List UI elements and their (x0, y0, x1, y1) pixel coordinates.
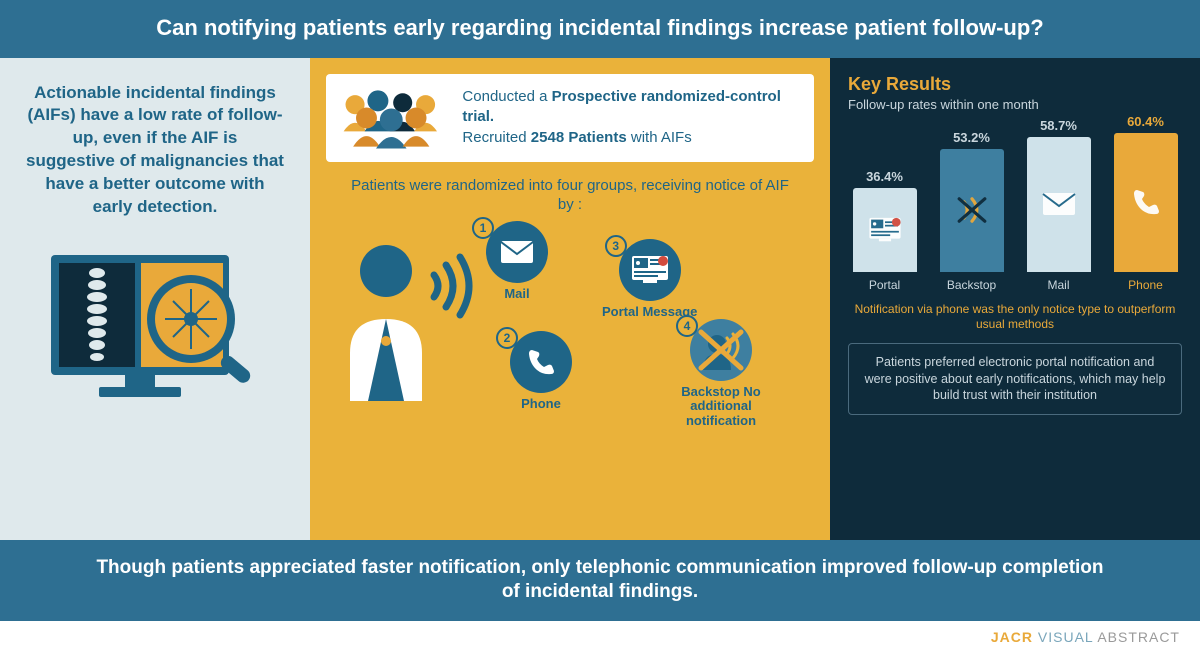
group-4-number: 4 (676, 315, 698, 337)
trial-l2-post: with AIFs (627, 129, 692, 146)
trial-box: Conducted a Prospective randomized-contr… (326, 74, 814, 162)
bar-backstop: 53.2% Backstop (935, 130, 1008, 292)
group-1-label: Mail (486, 287, 548, 302)
infographic-page: Can notifying patients early regarding i… (0, 0, 1200, 645)
xray-monitor-icon (45, 249, 265, 419)
monitor-illustration (45, 249, 265, 424)
bar-label: Phone (1128, 278, 1163, 292)
preference-box: Patients preferred electronic portal not… (848, 343, 1182, 416)
sound-waves-icon (428, 251, 478, 321)
group-3-number: 3 (605, 235, 627, 257)
bar-value: 58.7% (1040, 118, 1077, 133)
bar-label: Portal (869, 278, 900, 292)
bar-phone: 60.4% Phone (1109, 114, 1182, 292)
backstop-icon (697, 326, 745, 374)
bar-mail: 58.7% Mail (1022, 118, 1095, 292)
bar-rect (1027, 137, 1091, 272)
bar-rect (853, 188, 917, 272)
brand-jacr: JACR (991, 629, 1033, 645)
people-group-icon (336, 84, 448, 152)
bar-value: 36.4% (866, 169, 903, 184)
doctor-icon (344, 241, 434, 401)
trial-l2-pre: Recruited (462, 129, 530, 146)
group-2-label: Phone (510, 397, 572, 412)
group-portal: 3 Portal Message (602, 239, 697, 320)
bar-value: 60.4% (1127, 114, 1164, 129)
right-panel: Key Results Follow-up rates within one m… (830, 58, 1200, 540)
bar-rect (1114, 133, 1178, 272)
brand-visual: VISUAL (1033, 629, 1097, 645)
main-row: Actionable incidental findings (AIFs) ha… (0, 58, 1200, 540)
bar-rect (940, 149, 1004, 272)
group-phone: 2 Phone (510, 331, 572, 412)
page-title: Can notifying patients early regarding i… (156, 15, 1043, 40)
group-2-number: 2 (496, 327, 518, 349)
trial-l2-bold: 2548 Patients (531, 129, 627, 146)
brand-abstract: ABSTRACT (1097, 629, 1180, 645)
trial-text: Conducted a Prospective randomized-contr… (462, 87, 800, 148)
left-panel: Actionable incidental findings (AIFs) ha… (0, 58, 310, 540)
bar-chart: 36.4%Portal53.2%Backstop58.7%Mail60.4%Ph… (848, 122, 1182, 292)
middle-panel: Conducted a Prospective randomized-contr… (310, 58, 830, 540)
phone-note: Notification via phone was the only noti… (854, 302, 1176, 333)
phone-icon (526, 347, 556, 377)
bar-portal: 36.4% Portal (848, 169, 921, 292)
key-results-subtitle: Follow-up rates within one month (848, 97, 1182, 112)
group-4-label: Backstop No additional notification (666, 385, 776, 430)
groups-area: 1 Mail 2 Phone (310, 221, 830, 431)
intro-text: Actionable incidental findings (AIFs) ha… (26, 82, 284, 220)
group-1-number: 1 (472, 217, 494, 239)
key-results-title: Key Results (848, 74, 1182, 95)
group-backstop: 4 (666, 319, 776, 430)
footer: Though patients appreciated faster notif… (0, 540, 1200, 621)
mail-icon (500, 240, 534, 264)
group-mail: 1 Mail (486, 221, 548, 302)
brand-line: JACR VISUAL ABSTRACT (0, 621, 1200, 645)
trial-l1-pre: Conducted a (462, 88, 551, 105)
bar-label: Mail (1047, 278, 1069, 292)
bar-label: Backstop (947, 278, 996, 292)
header: Can notifying patients early regarding i… (0, 0, 1200, 58)
bar-value: 53.2% (953, 130, 990, 145)
conclusion-text: Though patients appreciated faster notif… (96, 557, 1103, 603)
randomized-caption: Patients were randomized into four group… (350, 176, 790, 215)
portal-icon (631, 255, 669, 285)
